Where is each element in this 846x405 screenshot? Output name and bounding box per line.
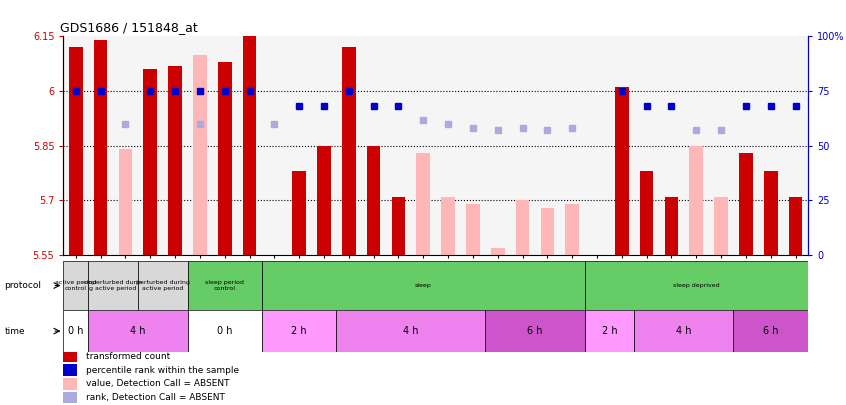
Bar: [262, 261, 585, 310]
Bar: [218, 62, 232, 255]
Bar: [94, 40, 107, 255]
Bar: [293, 171, 306, 255]
Text: 0 h: 0 h: [69, 326, 84, 336]
Text: rank, Detection Call = ABSENT: rank, Detection Call = ABSENT: [85, 393, 225, 402]
Text: sleep: sleep: [415, 283, 431, 288]
Bar: [342, 47, 355, 255]
Text: GDS1686 / 151848_at: GDS1686 / 151848_at: [60, 21, 197, 34]
Bar: [63, 378, 77, 390]
Bar: [615, 87, 629, 255]
Bar: [193, 55, 206, 255]
Bar: [739, 153, 753, 255]
Bar: [88, 261, 138, 310]
Bar: [665, 197, 678, 255]
Bar: [168, 66, 182, 255]
Bar: [491, 248, 504, 255]
Bar: [63, 351, 77, 362]
Bar: [144, 69, 157, 255]
Bar: [63, 310, 88, 352]
Bar: [188, 261, 262, 310]
Text: 4 h: 4 h: [404, 326, 419, 336]
Bar: [733, 310, 808, 352]
Text: 6 h: 6 h: [763, 326, 778, 336]
Bar: [585, 261, 808, 310]
Bar: [689, 146, 703, 255]
Bar: [63, 261, 88, 310]
Text: time: time: [4, 326, 25, 336]
Bar: [243, 36, 256, 255]
Bar: [466, 204, 480, 255]
Text: value, Detection Call = ABSENT: value, Detection Call = ABSENT: [85, 379, 229, 388]
Bar: [516, 200, 530, 255]
Bar: [188, 310, 262, 352]
Bar: [541, 208, 554, 255]
Text: transformed count: transformed count: [85, 352, 170, 361]
Bar: [486, 310, 585, 352]
Bar: [337, 310, 486, 352]
Text: 2 h: 2 h: [602, 326, 618, 336]
Text: percentile rank within the sample: percentile rank within the sample: [85, 366, 239, 375]
Text: protocol: protocol: [4, 281, 41, 290]
Bar: [634, 310, 733, 352]
Bar: [585, 310, 634, 352]
Bar: [88, 310, 188, 352]
Bar: [118, 149, 132, 255]
Text: 2 h: 2 h: [291, 326, 307, 336]
Bar: [764, 171, 777, 255]
Text: unperturbed durin
g active period: unperturbed durin g active period: [84, 280, 142, 291]
Bar: [392, 197, 405, 255]
Bar: [63, 364, 77, 376]
Bar: [317, 146, 331, 255]
Text: perturbed during
active period: perturbed during active period: [135, 280, 190, 291]
Bar: [138, 261, 188, 310]
Bar: [367, 146, 381, 255]
Bar: [565, 204, 579, 255]
Text: sleep deprived: sleep deprived: [673, 283, 720, 288]
Bar: [262, 310, 337, 352]
Bar: [788, 197, 802, 255]
Text: 0 h: 0 h: [217, 326, 233, 336]
Bar: [63, 392, 77, 403]
Text: sleep period
control: sleep period control: [206, 280, 244, 291]
Text: active period
control: active period control: [55, 280, 96, 291]
Bar: [69, 47, 83, 255]
Text: 6 h: 6 h: [527, 326, 542, 336]
Text: 4 h: 4 h: [130, 326, 146, 336]
Bar: [416, 153, 430, 255]
Bar: [442, 197, 455, 255]
Bar: [640, 171, 653, 255]
Bar: [714, 197, 728, 255]
Text: 4 h: 4 h: [676, 326, 691, 336]
